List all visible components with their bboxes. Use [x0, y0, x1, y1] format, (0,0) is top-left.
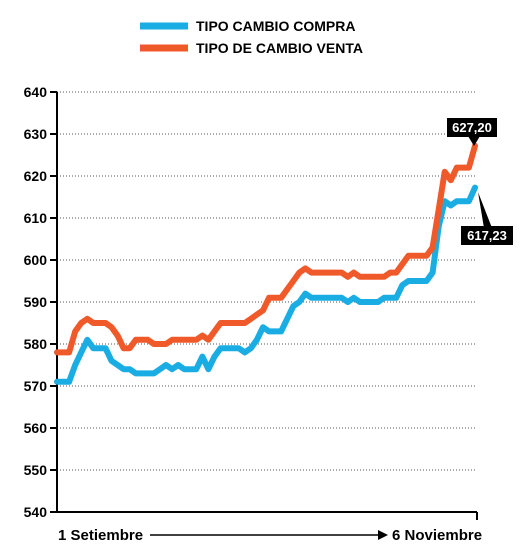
y-tick-label: 550	[24, 462, 48, 478]
y-tick-label: 540	[24, 504, 48, 520]
end-value-callouts: 627,20 617,23	[447, 118, 513, 245]
callout-venta-label: 627,20	[452, 120, 492, 135]
y-axis-ticks: 640 630 620 610 600 590 580 570 560 550 540	[24, 84, 57, 520]
x-axis: 1 Setiembre 6 Noviembre	[58, 527, 482, 544]
y-tick-label: 570	[24, 378, 48, 394]
y-tick-label: 600	[24, 252, 48, 268]
callout-compra-pointer	[478, 192, 492, 228]
y-tick-label: 620	[24, 168, 48, 184]
y-tick-label: 580	[24, 336, 48, 352]
grid	[57, 91, 477, 471]
legend: TIPO CAMBIO COMPRA TIPO DE CAMBIO VENTA	[140, 18, 363, 56]
legend-label-venta: TIPO DE CAMBIO VENTA	[196, 40, 363, 56]
series-group	[54, 142, 478, 385]
y-tick-label: 610	[24, 210, 48, 226]
y-tick-label: 640	[24, 84, 48, 100]
legend-label-compra: TIPO CAMBIO COMPRA	[196, 18, 355, 34]
series-line-venta	[54, 142, 478, 356]
callout-compra-label: 617,23	[467, 228, 507, 243]
x-label-end: 6 Noviembre	[392, 527, 482, 544]
callout-venta-box	[447, 118, 497, 137]
callout-venta-pointer	[468, 136, 480, 146]
y-tick-label: 590	[24, 294, 48, 310]
y-tick-label: 560	[24, 420, 48, 436]
x-axis-arrow-head	[378, 530, 388, 540]
y-tick-label: 630	[24, 126, 48, 142]
callout-compra-box	[461, 226, 513, 245]
x-label-start: 1 Setiembre	[58, 527, 143, 544]
series-line-compra	[54, 184, 478, 385]
